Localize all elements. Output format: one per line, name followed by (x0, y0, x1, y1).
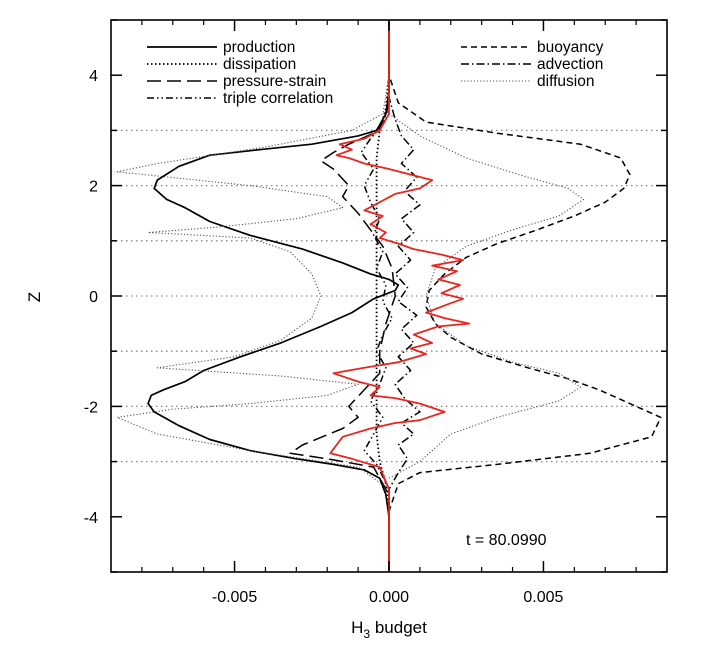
x-tick-label: -0.005 (212, 589, 257, 606)
x-tick-label: 0.000 (369, 589, 409, 606)
series-total (329, 20, 471, 572)
y-tick-label: -4 (84, 510, 98, 527)
y-tick-label: 2 (89, 179, 98, 196)
series-buoyancy (388, 20, 662, 572)
series-advection (388, 20, 421, 572)
legend-label: dissipation (223, 56, 296, 73)
axis-ticks (111, 19, 667, 573)
legend: productiondissipationpressure-straintrip… (147, 39, 604, 107)
series-diffusion (116, 20, 585, 572)
y-tick-label: 0 (89, 289, 98, 306)
series-pressure-strain (289, 20, 396, 572)
x-tick-label: 0.005 (523, 589, 563, 606)
y-axis-title: Z (25, 292, 44, 302)
legend-label: advection (537, 56, 603, 73)
legend-label: buoyancy (537, 39, 604, 56)
legend-label: pressure-strain (223, 73, 326, 90)
series-dissipation (375, 20, 390, 572)
legend-label: production (223, 39, 295, 56)
series-lines (116, 20, 662, 572)
y-tick-label: 4 (89, 68, 98, 85)
series-triple-correlation (360, 20, 393, 572)
axis-tick-labels: -0.005 0.000 0.005 -4 -2 0 2 4 (84, 68, 564, 606)
time-annotation: t = 80.0990 (466, 532, 547, 549)
legend-label: diffusion (537, 73, 594, 90)
legend-label: triple correlation (223, 90, 333, 107)
x-axis-title: H3 budget (351, 618, 427, 641)
y-tick-label: -2 (84, 399, 98, 416)
